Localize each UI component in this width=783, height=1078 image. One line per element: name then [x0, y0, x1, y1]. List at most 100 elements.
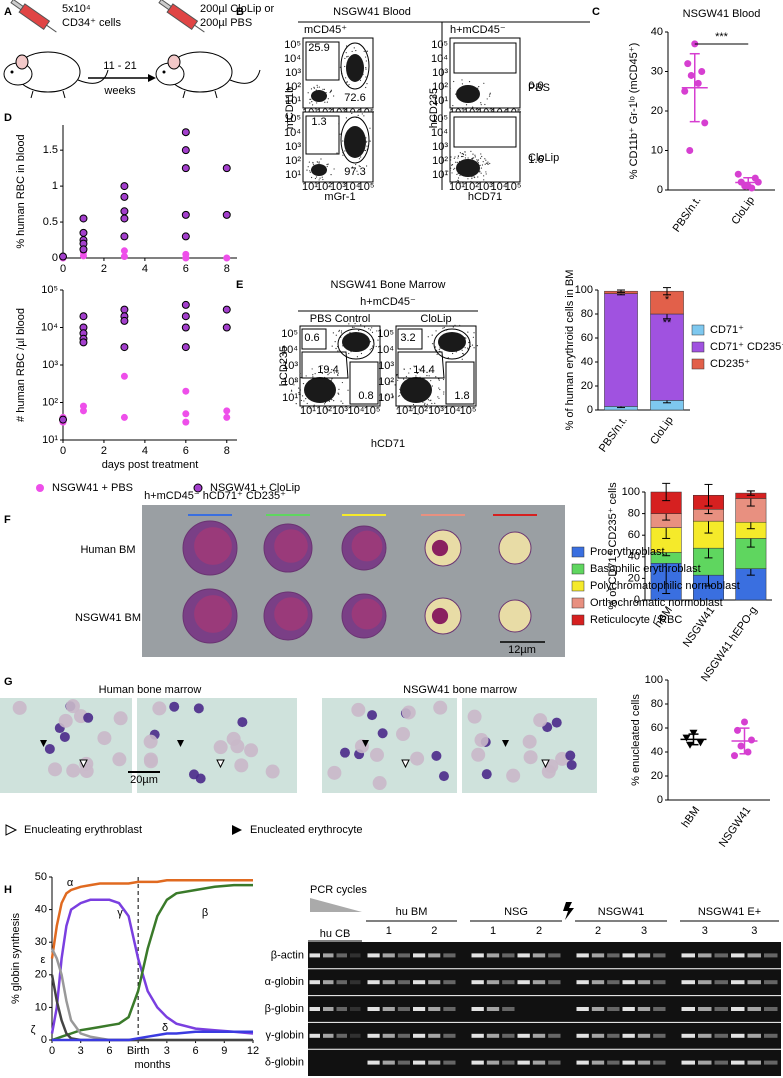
gel-band	[764, 1060, 778, 1065]
event-dot	[316, 102, 318, 104]
arrowhead-marker	[401, 759, 410, 769]
event-dot	[333, 400, 335, 402]
gel-band	[413, 1007, 426, 1011]
event-dot	[300, 377, 302, 379]
x-axis-label: days post treatment	[102, 459, 199, 471]
event-dot	[298, 393, 300, 395]
mouse-leg	[62, 90, 66, 99]
event-dot	[298, 387, 300, 389]
gel-band	[747, 1007, 761, 1011]
title: NSGW41 Blood	[333, 6, 411, 18]
gate	[305, 41, 340, 81]
legend-swatch	[571, 597, 585, 609]
gel-band	[637, 953, 651, 958]
event-dot	[447, 170, 449, 172]
event-dot	[479, 164, 481, 166]
gel-band	[471, 953, 484, 958]
event-dot	[345, 45, 348, 47]
data-point	[59, 415, 67, 424]
cell	[237, 717, 248, 728]
cell	[226, 731, 241, 746]
event-dot	[411, 408, 413, 410]
y-tick-label: 1	[52, 180, 58, 192]
event-dot	[365, 76, 367, 78]
event-dot	[290, 390, 293, 392]
event-dot	[479, 171, 481, 173]
sample-label: 3	[751, 925, 757, 937]
data-point	[79, 214, 88, 223]
gel-band	[622, 953, 635, 958]
gel-band	[486, 1033, 500, 1038]
gel-band	[591, 953, 605, 958]
event-dot	[326, 165, 328, 168]
event-dot	[313, 404, 315, 406]
gel-band	[576, 1007, 589, 1011]
mouse-leg	[182, 90, 186, 99]
event-dot	[464, 151, 466, 153]
event-dot	[309, 407, 311, 409]
event-dot	[340, 330, 343, 332]
axis-label: hCD235	[278, 346, 290, 386]
event-dot	[369, 349, 371, 351]
cell	[193, 703, 204, 714]
cell	[188, 769, 199, 780]
flow-tick-label: 10²	[463, 181, 479, 193]
event-dot	[316, 161, 318, 163]
gel-band	[764, 953, 778, 958]
event-dot	[344, 150, 346, 152]
cell	[265, 764, 280, 779]
cell-population	[311, 90, 327, 102]
event-dot	[340, 400, 342, 402]
gate	[349, 361, 379, 405]
data-point	[181, 312, 190, 321]
flow-tick-label: 10²	[282, 376, 298, 388]
event-dot	[347, 55, 349, 57]
cell	[351, 702, 366, 717]
y-tick-label: 50	[35, 871, 47, 883]
event-dot	[484, 163, 486, 165]
arrowhead-marker	[362, 740, 369, 747]
event-dot	[341, 381, 343, 384]
data-point	[182, 410, 190, 418]
flow-tick-label: 10⁵	[281, 328, 298, 340]
y-tick-label: 0	[587, 404, 593, 416]
data-point	[686, 147, 694, 154]
event-dot	[396, 408, 398, 410]
y-tick-label: 30	[35, 936, 47, 948]
flow-tick-label: 10⁵	[284, 113, 301, 125]
gel-band	[350, 1033, 361, 1038]
event-dot	[480, 172, 482, 174]
gel-band	[548, 1060, 561, 1065]
gel-band	[681, 1007, 695, 1011]
event-dot	[335, 347, 337, 350]
x-tick-label: 4	[142, 263, 148, 275]
legend-label: Polychromatophilic normoblast	[590, 580, 740, 592]
gel-band	[382, 953, 395, 958]
gel-band	[502, 980, 515, 985]
flow-tick-label: 10⁴	[284, 53, 301, 65]
event-dot	[366, 140, 368, 142]
gel-band	[336, 1033, 347, 1038]
data-point	[120, 182, 129, 191]
gene-label: γ-globin	[265, 1030, 304, 1042]
data-point	[741, 182, 749, 190]
event-dot	[472, 106, 474, 108]
y-axis-label: % CD11b⁺ Gr-1ˡᵒ (mCD45⁺)	[628, 43, 640, 179]
event-dot	[438, 397, 440, 399]
cell	[565, 750, 576, 761]
cell	[339, 747, 350, 758]
data-point	[223, 254, 231, 262]
gel-band	[622, 1033, 635, 1038]
event-dot	[376, 330, 378, 332]
event-dot	[330, 89, 332, 91]
x-tick-label: 3	[78, 1045, 84, 1057]
significance: ***	[715, 31, 729, 43]
group-label: hu CB	[320, 928, 351, 940]
event-dot	[357, 114, 359, 116]
event-dot	[351, 50, 353, 53]
event-dot	[331, 345, 333, 347]
event-dot	[459, 182, 461, 184]
gene-label: δ-globin	[265, 1057, 304, 1069]
data-point	[737, 742, 745, 750]
event-dot	[477, 87, 479, 89]
